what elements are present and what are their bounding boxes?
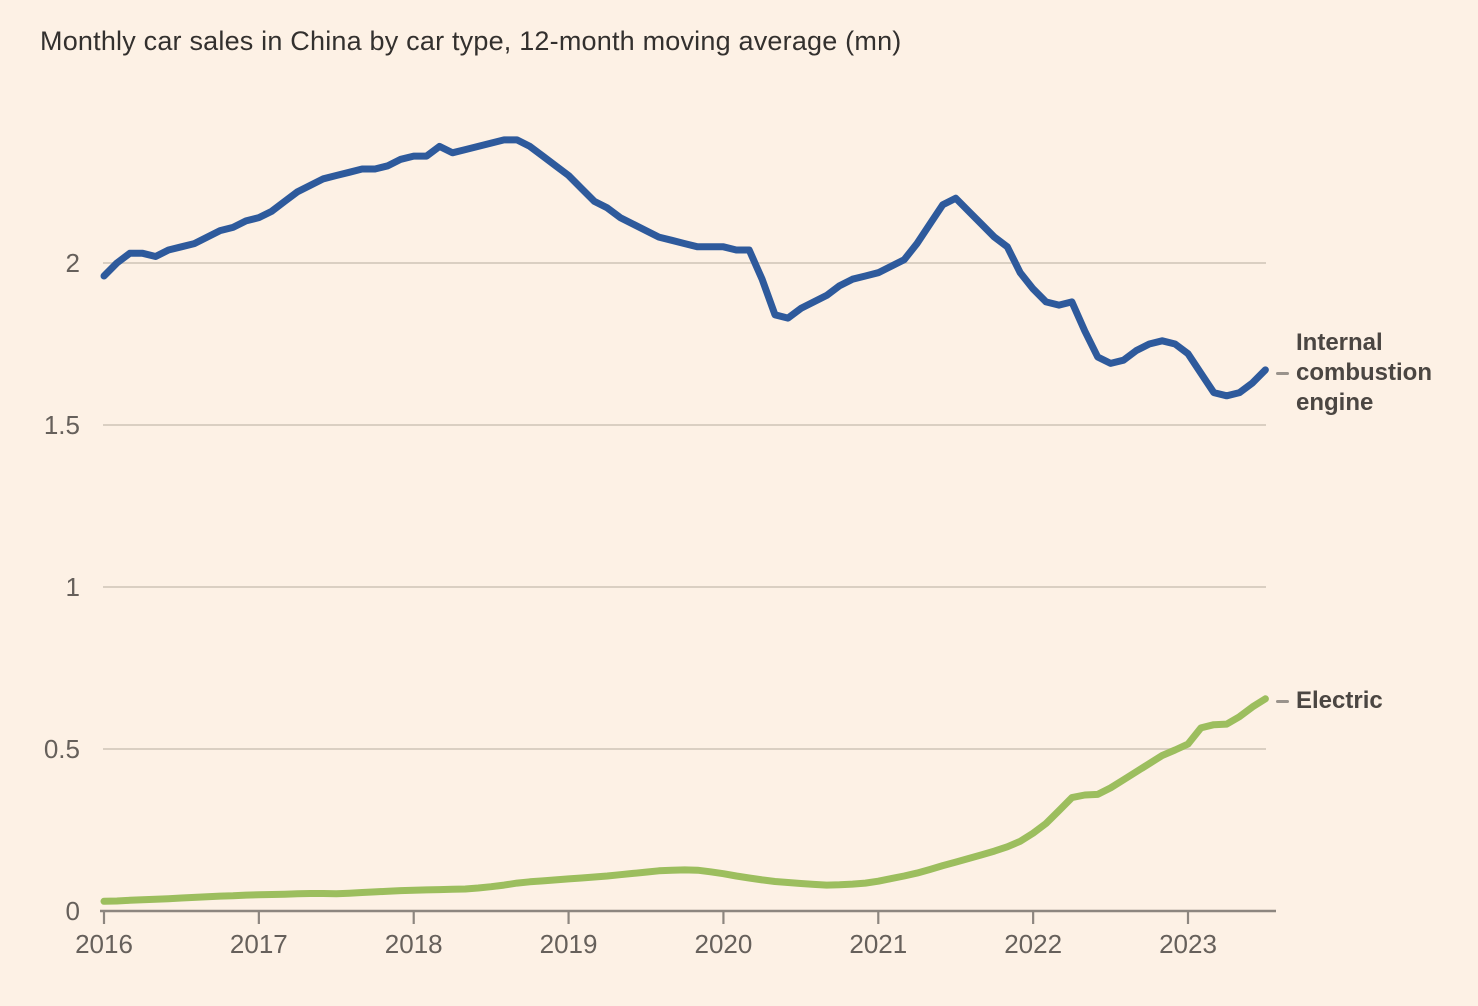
label-dash-icon [1276, 699, 1289, 703]
series-label-internal-combustion-engine: Internal combustion engine [1276, 328, 1446, 418]
x-tick-label: 2019 [540, 929, 598, 959]
series-label-text: Internal combustion engine [1296, 329, 1432, 416]
x-tick-label: 2020 [695, 929, 753, 959]
electric-line [100, 695, 1269, 905]
y-tick-label: 0 [66, 896, 80, 926]
x-tick-label: 2017 [230, 929, 288, 959]
x-tick-label: 2021 [849, 929, 907, 959]
x-tick-label: 2023 [1159, 929, 1217, 959]
chart-title: Monthly car sales in China by car type, … [40, 26, 902, 56]
y-tick-label: 2 [66, 248, 80, 278]
y-tick-label: 1.5 [44, 410, 80, 440]
series-label-text: Electric [1296, 687, 1383, 714]
ice-line [100, 136, 1269, 400]
y-tick-label: 1 [66, 572, 80, 602]
x-tick-label: 2016 [75, 929, 133, 959]
x-tick-label: 2018 [385, 929, 443, 959]
y-tick-label: 0.5 [44, 734, 80, 764]
label-dash-icon [1276, 371, 1289, 375]
series-label-electric: Electric [1276, 686, 1383, 716]
x-tick-label: 2022 [1004, 929, 1062, 959]
